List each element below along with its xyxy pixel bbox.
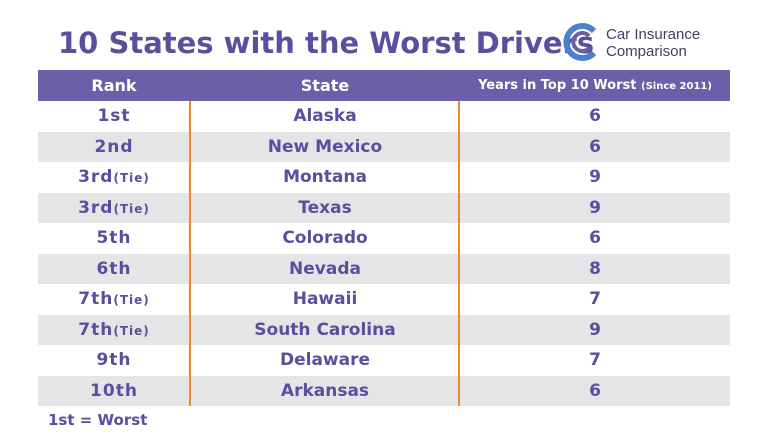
table-header: Rank State Years in Top 10 Worst (Since … [38, 70, 730, 101]
column-header-wrap: Years in Top 10 Worst (Since 2011) [460, 70, 730, 102]
rank: 10th [90, 380, 138, 401]
state: South Carolina [254, 319, 396, 340]
table-row: 5th Colorado 6 [38, 223, 730, 254]
years: 9 [589, 167, 601, 187]
state: Texas [298, 197, 352, 218]
divider [458, 101, 460, 406]
rank: 5th [96, 228, 132, 248]
table-row: 1st Alaska 6 [38, 101, 730, 132]
years: 6 [589, 228, 601, 248]
rank: 3rd [78, 167, 114, 187]
state: New Mexico [267, 136, 383, 157]
state: Arkansas [280, 380, 370, 401]
rank: 2nd [94, 136, 134, 157]
rank: 3rd [78, 197, 114, 218]
rank: 9th [96, 350, 132, 370]
state: Hawaii [292, 289, 358, 309]
rank: 7th [78, 289, 114, 309]
state: Nevada [289, 258, 361, 279]
table-row: 6th Nevada 8 [38, 253, 730, 285]
state: Alaska [293, 106, 357, 126]
rank-cell: 7th(Tie) [38, 284, 190, 316]
years: 7 [589, 350, 601, 370]
column-header: Years in Top 10 Worst [478, 78, 637, 93]
tie: (Tie) [113, 293, 150, 307]
rank-cell: 10th [38, 376, 190, 407]
rank-cell: 5th [38, 223, 190, 254]
state: Montana [283, 167, 367, 187]
title: 10 States with the Worst Drivers [58, 26, 595, 60]
table-row: 3rd(Tie) Montana 9 [38, 162, 730, 193]
table-row: 7th(Tie) South Carolina 9 [38, 314, 730, 347]
logo-icon [563, 23, 597, 61]
table-row: 7th(Tie) Hawaii 7 [38, 284, 730, 315]
table-row: 10th Arkansas 6 [38, 375, 730, 407]
column-header: Rank [91, 76, 137, 95]
state: Delaware [279, 350, 371, 370]
tie: (Tie) [113, 323, 150, 338]
column-header: State [300, 76, 350, 95]
table-row: 3rd(Tie) Texas 9 [38, 192, 730, 225]
years: 8 [589, 258, 601, 279]
table-row: 2nd New Mexico 6 [38, 131, 730, 163]
rank-cell: 2nd [38, 132, 190, 163]
years: 6 [589, 106, 601, 126]
rank-cell: 3rd(Tie) [38, 193, 190, 225]
rank-cell: 3rd(Tie) [38, 162, 190, 194]
table-row: 9th Delaware 7 [38, 345, 730, 376]
years: 9 [589, 197, 601, 218]
tie: (Tie) [113, 171, 150, 185]
rank-cell: 1st [38, 101, 190, 132]
rank: 6th [96, 258, 132, 279]
logo-line: Comparison [606, 43, 687, 60]
rank-cell: 7th(Tie) [38, 315, 190, 347]
column-note: (Since 2011) [641, 81, 712, 92]
rank: 7th [78, 319, 114, 340]
divider [189, 101, 191, 406]
footnote: 1st = Worst [48, 411, 148, 429]
years: 9 [589, 319, 601, 340]
years: 6 [589, 136, 601, 157]
rank: 1st [97, 106, 131, 126]
logo-text: Car Insurance Comparison [606, 26, 700, 60]
years: 7 [589, 289, 601, 309]
logo-line: Car Insurance [606, 26, 701, 43]
years: 6 [589, 380, 601, 401]
rank-cell: 9th [38, 345, 190, 376]
rank-cell: 6th [38, 254, 190, 285]
tie: (Tie) [113, 201, 150, 216]
state: Colorado [282, 228, 368, 248]
